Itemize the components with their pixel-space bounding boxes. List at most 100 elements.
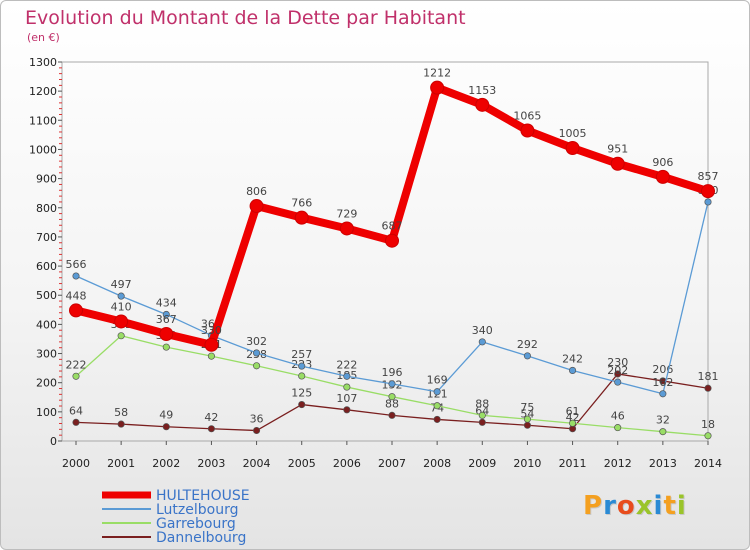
legend-label: Lutzelbourg xyxy=(156,502,239,518)
data-point xyxy=(249,199,264,214)
y-tick-label: 800 xyxy=(36,202,57,215)
chart-title: Evolution du Montant de la Dette par Hab… xyxy=(25,7,466,29)
y-tick-label: 400 xyxy=(36,318,57,331)
x-tick-label: 2009 xyxy=(468,457,496,470)
data-point xyxy=(433,415,441,423)
y-tick-label: 1200 xyxy=(29,85,57,98)
data-label: 806 xyxy=(246,185,267,198)
data-label: 857 xyxy=(698,170,719,183)
data-label: 434 xyxy=(156,296,177,309)
data-point xyxy=(433,402,441,410)
data-point xyxy=(523,415,531,423)
data-point xyxy=(162,423,170,431)
data-label: 88 xyxy=(385,397,399,410)
data-label: 46 xyxy=(611,410,625,423)
logo-letter: r xyxy=(603,491,617,521)
data-point xyxy=(72,372,80,380)
x-tick-label: 2014 xyxy=(694,457,722,470)
data-point xyxy=(475,97,490,112)
data-point xyxy=(72,272,80,280)
data-point xyxy=(253,426,261,435)
data-label: 1065 xyxy=(513,110,541,123)
data-label: 330 xyxy=(201,324,222,337)
data-label: 169 xyxy=(427,374,448,387)
data-label: 42 xyxy=(204,411,218,424)
data-label: 202 xyxy=(607,364,628,377)
plot-area xyxy=(61,61,709,442)
logo-letter: i xyxy=(676,491,687,521)
data-point xyxy=(433,388,441,396)
data-label: 18 xyxy=(701,418,715,431)
y-tick-label: 200 xyxy=(36,377,57,390)
data-label: 32 xyxy=(656,414,670,427)
data-label: 125 xyxy=(291,387,312,400)
series-group: 6458494236125107887464544223020618122236… xyxy=(66,67,719,440)
x-tick-label: 2002 xyxy=(152,457,180,470)
data-label: 222 xyxy=(66,358,87,371)
x-tick-label: 2011 xyxy=(559,457,587,470)
data-point xyxy=(69,303,83,318)
data-point xyxy=(117,332,125,340)
data-label: 58 xyxy=(114,406,128,419)
data-point xyxy=(704,432,712,440)
data-label: 1005 xyxy=(559,127,587,140)
data-point xyxy=(114,314,129,329)
data-label: 107 xyxy=(336,392,357,405)
data-point xyxy=(343,383,351,391)
data-point xyxy=(523,352,531,360)
data-point xyxy=(207,425,215,433)
chart-subtitle: (en €) xyxy=(27,31,60,44)
data-point xyxy=(430,80,445,95)
x-tick-label: 2004 xyxy=(243,457,271,470)
data-point xyxy=(614,424,622,432)
data-point xyxy=(523,421,531,429)
data-label: 42 xyxy=(566,411,580,424)
legend-label: Garrebourg xyxy=(156,516,236,532)
data-point xyxy=(117,420,125,428)
x-tick-label: 2008 xyxy=(423,457,451,470)
proxiti-logo: Proxiti xyxy=(583,491,687,521)
data-label: 1212 xyxy=(423,67,451,80)
data-point xyxy=(207,352,215,360)
data-point xyxy=(159,327,174,342)
y-tick-label: 700 xyxy=(36,231,57,244)
data-label: 88 xyxy=(475,397,489,410)
data-label: 36 xyxy=(250,413,264,426)
data-label: 906 xyxy=(652,156,673,169)
data-label: 64 xyxy=(69,404,83,417)
data-point xyxy=(343,406,351,414)
data-point xyxy=(72,418,80,426)
data-label: 292 xyxy=(517,338,538,351)
data-point xyxy=(655,169,670,184)
data-label: 340 xyxy=(472,324,493,337)
data-point xyxy=(298,372,306,380)
axes: 0 100 200 300 400 500 600 700 800 900 1000 1100 1200… xyxy=(29,56,722,470)
x-tick-label: 2012 xyxy=(604,457,632,470)
data-point xyxy=(385,233,399,248)
data-point xyxy=(614,378,622,386)
data-label: 302 xyxy=(246,335,267,348)
logo-letter: t xyxy=(663,491,677,521)
data-point xyxy=(298,362,306,370)
data-point xyxy=(565,141,580,156)
legend-label: HULTEHOUSE xyxy=(156,488,250,504)
data-point xyxy=(478,418,486,426)
y-tick-label: 1300 xyxy=(29,56,57,69)
data-point xyxy=(388,380,396,388)
y-tick-label: 1100 xyxy=(29,114,57,127)
data-point xyxy=(704,384,712,392)
data-point xyxy=(569,366,577,374)
logo-letter: x xyxy=(635,491,654,521)
x-tick-label: 2010 xyxy=(513,457,541,470)
data-point xyxy=(610,156,625,171)
data-label: 951 xyxy=(607,143,628,156)
data-point xyxy=(343,372,351,380)
data-point xyxy=(162,310,170,319)
series-lutzelbourg: 5664974343623022572221961693402922422021… xyxy=(66,184,719,398)
x-tick-label: 2003 xyxy=(197,457,225,470)
x-tick-label: 2006 xyxy=(333,457,361,470)
x-tick-label: 2013 xyxy=(649,457,677,470)
data-point xyxy=(294,210,309,225)
y-tick-label: 300 xyxy=(36,348,57,361)
